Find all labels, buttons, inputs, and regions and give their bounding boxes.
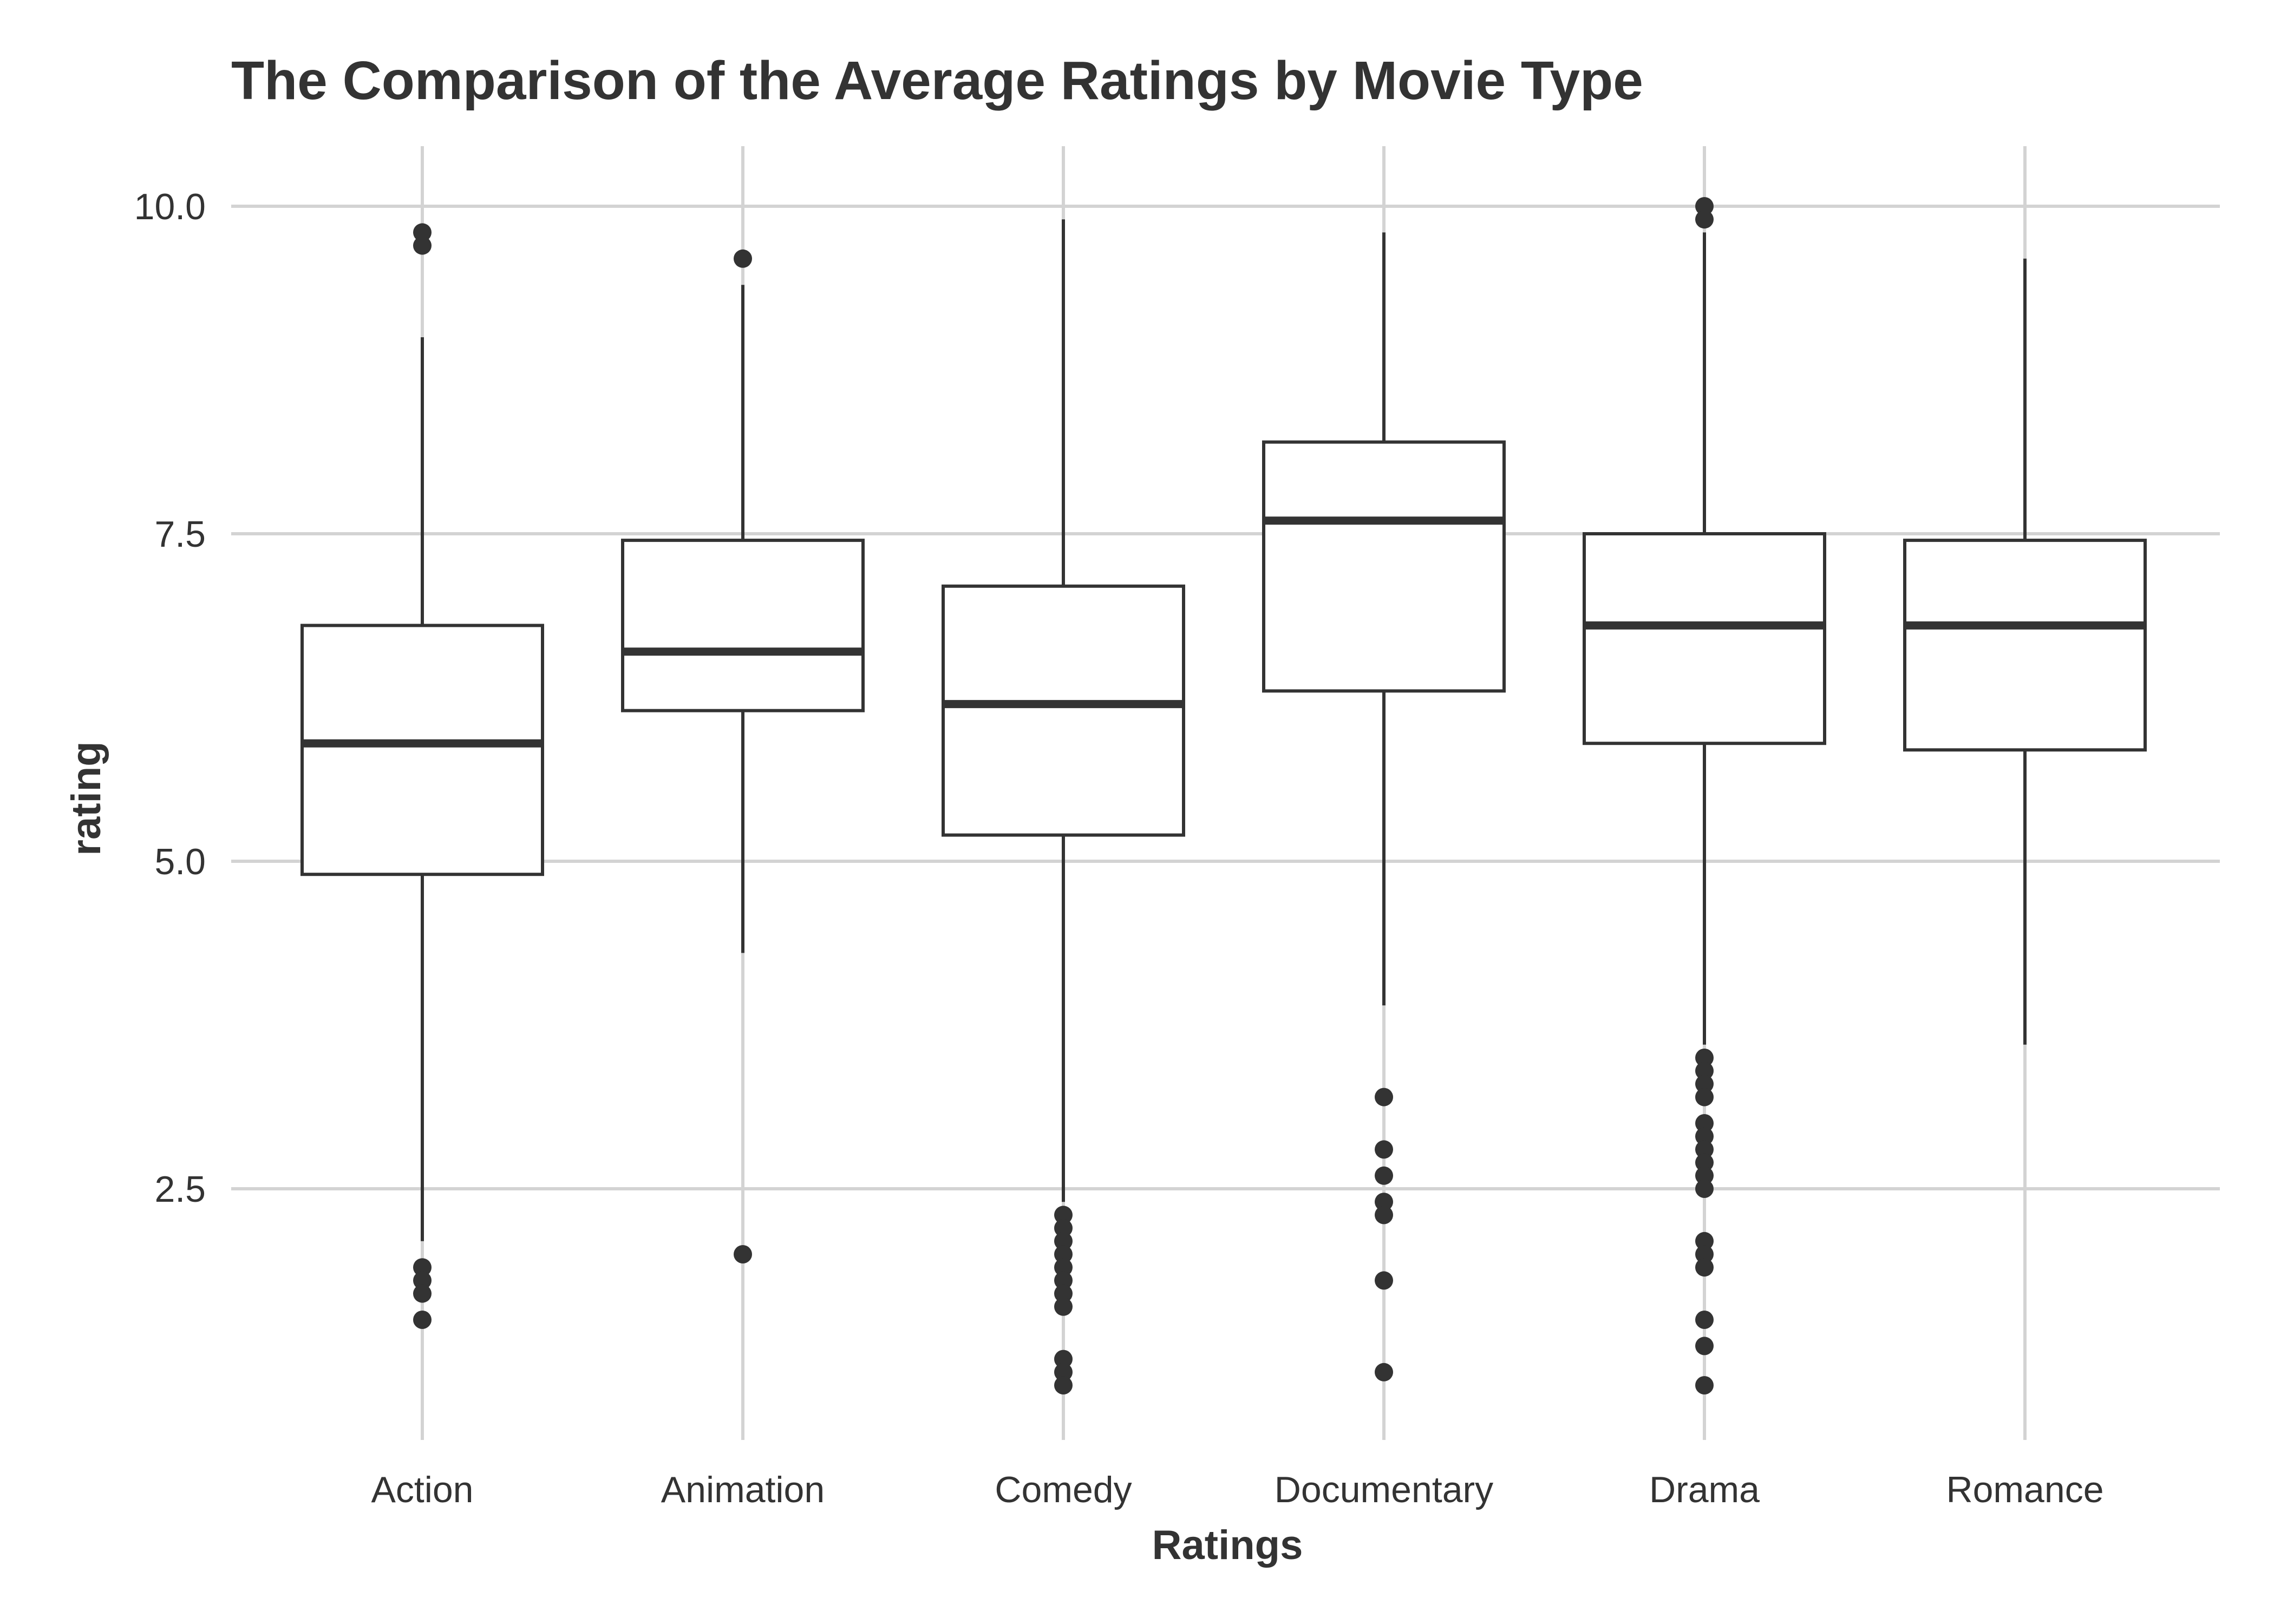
box-iqr: [1583, 532, 1826, 745]
outlier-point: [1695, 1337, 1714, 1355]
outlier-point: [1054, 1206, 1073, 1224]
outlier-point: [1695, 1245, 1714, 1263]
box-iqr: [942, 584, 1185, 837]
outlier-point: [1054, 1245, 1073, 1263]
outlier-point: [413, 1311, 432, 1329]
box-iqr: [300, 624, 544, 876]
outlier-point: [1054, 1284, 1073, 1303]
outlier-point: [734, 1245, 752, 1263]
y-tick-label: 7.5: [154, 514, 206, 555]
box-group: [300, 197, 2147, 1394]
y-tick-label: 10.0: [134, 186, 206, 227]
outlier-point: [1695, 1376, 1714, 1394]
box-iqr: [621, 539, 865, 712]
outlier-point: [1695, 1114, 1714, 1132]
x-tick-label: Animation: [661, 1469, 825, 1510]
x-tick-label: Documentary: [1275, 1469, 1493, 1510]
x-tick-label: Drama: [1649, 1469, 1760, 1510]
outlier-point: [1695, 197, 1714, 215]
outlier-point: [1695, 1127, 1714, 1146]
outlier-point: [1054, 1258, 1073, 1277]
outlier-point: [1375, 1363, 1393, 1381]
outlier-point: [413, 1258, 432, 1277]
outlier-point: [1695, 1062, 1714, 1081]
outlier-point: [413, 1271, 432, 1290]
outlier-point: [1695, 1075, 1714, 1093]
outlier-point: [1695, 1140, 1714, 1159]
tick-labels: 2.5 5.0 7.5 10.0 Action Animation Comedy Docume…: [134, 186, 2104, 1510]
x-tick-label: Romance: [1946, 1469, 2103, 1510]
outlier-point: [1054, 1350, 1073, 1368]
outlier-point: [1695, 1258, 1714, 1277]
chart-title: The Comparison of the Average Ratings by…: [231, 50, 1643, 111]
outlier-point: [413, 1284, 432, 1303]
x-tick-label: Action: [371, 1469, 474, 1510]
outlier-point: [1054, 1271, 1073, 1290]
outlier-point: [1695, 1049, 1714, 1067]
outlier-point: [734, 249, 752, 268]
y-tick-label: 2.5: [154, 1169, 206, 1210]
x-tick-label: Comedy: [995, 1469, 1132, 1510]
x-axis-title: Ratings: [1152, 1522, 1303, 1568]
outlier-point: [1054, 1297, 1073, 1316]
y-tick-label: 5.0: [154, 841, 206, 882]
outlier-point: [1695, 1166, 1714, 1185]
outlier-point: [1375, 1206, 1393, 1224]
outlier-point: [1375, 1271, 1393, 1290]
box-iqr: [1262, 440, 1506, 693]
outlier-point: [1054, 1363, 1073, 1381]
box-iqr: [1903, 539, 2147, 752]
outlier-point: [413, 236, 432, 255]
outlier-point: [413, 223, 432, 242]
outlier-point: [1695, 1232, 1714, 1250]
outlier-point: [1695, 210, 1714, 229]
outlier-point: [1375, 1193, 1393, 1212]
outlier-point: [1695, 1088, 1714, 1106]
outlier-point: [1695, 1180, 1714, 1198]
y-axis-title: rating: [63, 741, 109, 855]
outlier-point: [1054, 1219, 1073, 1237]
outlier-point: [1695, 1311, 1714, 1329]
outlier-point: [1054, 1232, 1073, 1250]
outlier-point: [1375, 1166, 1393, 1185]
outlier-point: [1375, 1140, 1393, 1159]
outlier-point: [1054, 1376, 1073, 1394]
outlier-point: [1375, 1088, 1393, 1106]
outlier-point: [1695, 1153, 1714, 1172]
